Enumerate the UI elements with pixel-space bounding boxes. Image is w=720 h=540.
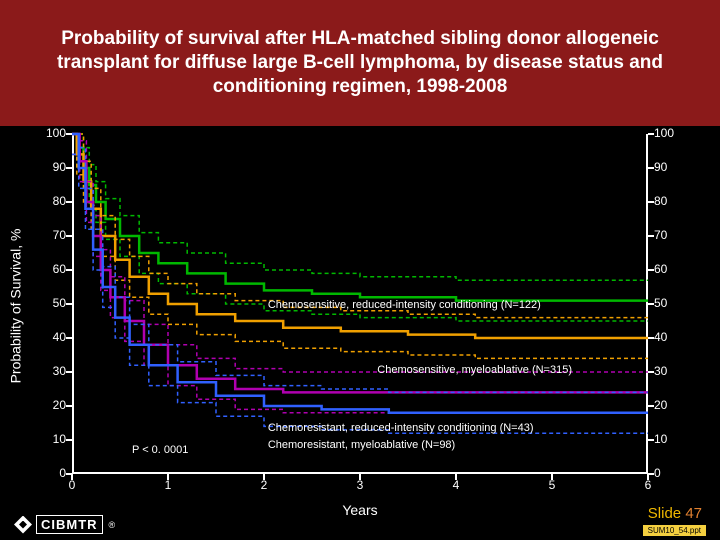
file-tag: SUM10_54.ppt xyxy=(643,525,706,536)
y-tick-right: 90 xyxy=(654,160,682,174)
chart-plot: P < 0. 0001 0010102020303040405050606070… xyxy=(72,134,648,474)
y-tick-left: 60 xyxy=(38,262,66,276)
y-tick-left: 90 xyxy=(38,160,66,174)
slide-number: Slide 47 xyxy=(648,505,702,522)
y-tick-right: 20 xyxy=(654,398,682,412)
series-label-chemo_res_ric: Chemoresistant, reduced-intensity condit… xyxy=(268,422,534,434)
x-tick: 6 xyxy=(645,478,652,492)
y-tick-right: 10 xyxy=(654,432,682,446)
p-value-text: P < 0. 0001 xyxy=(132,444,188,456)
slide-num-value: 47 xyxy=(685,505,702,522)
y-tick-left: 0 xyxy=(38,466,66,480)
slide: Probability of survival after HLA-matche… xyxy=(0,0,720,540)
series-label-chemo_sens_ric: Chemosensitive, reduced-intensity condit… xyxy=(268,299,541,311)
y-axis-label: Probability of Survival, % xyxy=(7,229,23,384)
logo-text: CIBMTR xyxy=(36,515,103,534)
slide-word: Slide xyxy=(648,505,681,522)
x-tick: 3 xyxy=(357,478,364,492)
x-tick: 5 xyxy=(549,478,556,492)
y-tick-right: 50 xyxy=(654,296,682,310)
y-tick-left: 80 xyxy=(38,194,66,208)
slide-title: Probability of survival after HLA-matche… xyxy=(28,27,692,98)
y-tick-left: 100 xyxy=(38,126,66,140)
x-tick: 0 xyxy=(69,478,76,492)
y-tick-left: 30 xyxy=(38,364,66,378)
y-tick-left: 50 xyxy=(38,296,66,310)
logo-reg-icon: ® xyxy=(109,520,116,530)
series-label-chemo_res_myelo: Chemoresistant, myeloablative (N=98) xyxy=(268,439,455,451)
y-tick-left: 40 xyxy=(38,330,66,344)
y-tick-right: 30 xyxy=(654,364,682,378)
y-tick-left: 20 xyxy=(38,398,66,412)
series-label-chemo_sens_myelo: Chemosensitive, myeloablative (N=315) xyxy=(377,364,572,376)
y-tick-right: 70 xyxy=(654,228,682,242)
footer-logo: CIBMTR ® xyxy=(14,515,115,534)
y-axis-label-wrap: Probability of Survival, % xyxy=(0,126,30,486)
x-tick: 4 xyxy=(453,478,460,492)
y-tick-right: 100 xyxy=(654,126,682,140)
y-tick-left: 10 xyxy=(38,432,66,446)
y-tick-right: 80 xyxy=(654,194,682,208)
logo-diamond-icon xyxy=(14,516,32,534)
y-tick-left: 70 xyxy=(38,228,66,242)
y-tick-right: 60 xyxy=(654,262,682,276)
y-tick-right: 0 xyxy=(654,466,682,480)
ci-band xyxy=(72,134,648,318)
x-tick: 1 xyxy=(165,478,172,492)
title-band: Probability of survival after HLA-matche… xyxy=(0,0,720,126)
x-tick: 2 xyxy=(261,478,268,492)
y-tick-right: 40 xyxy=(654,330,682,344)
